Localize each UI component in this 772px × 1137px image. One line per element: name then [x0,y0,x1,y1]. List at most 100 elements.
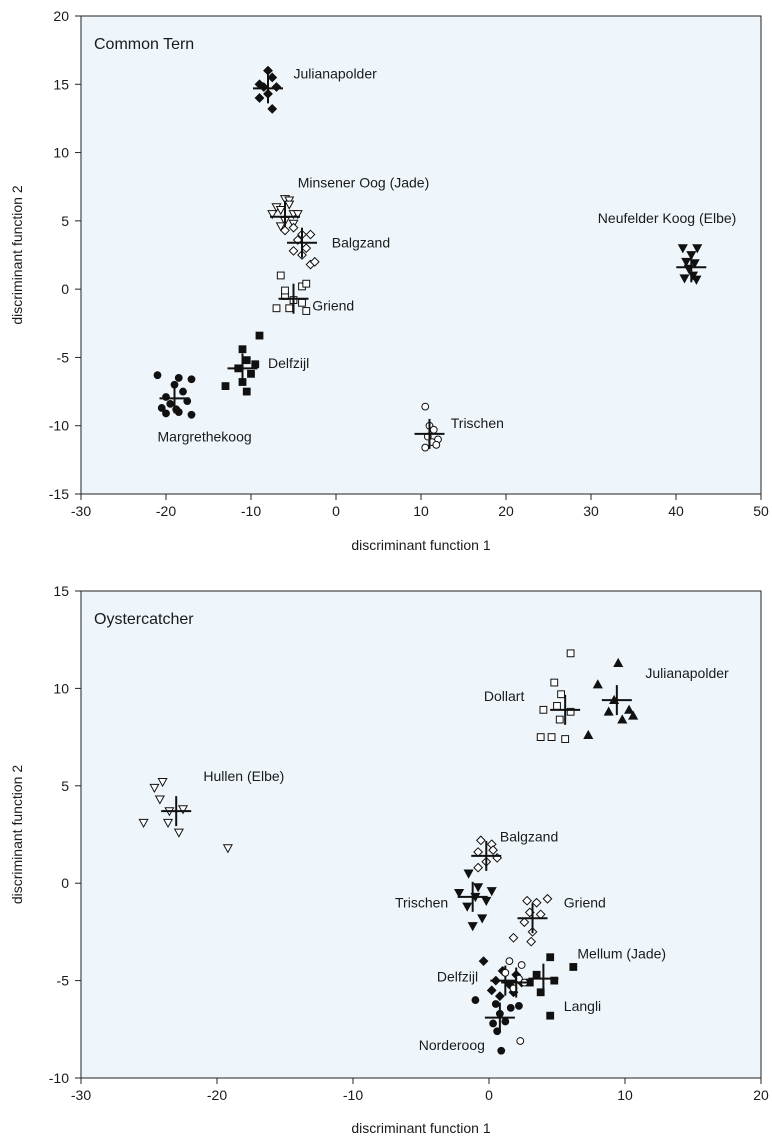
series-langli: Langli [501,957,601,1045]
data-point [473,862,484,873]
data-point [536,733,545,742]
cluster-label: Trischen [395,895,448,911]
data-point [501,1017,510,1026]
series-hullen-elbe-: Hullen (Elbe) [138,768,284,854]
data-point [516,1037,525,1045]
y-tick-label: 5 [61,213,69,229]
data-point [288,245,299,256]
cluster-label: Hullen (Elbe) [203,768,284,784]
series-delfzijl: Delfzijl [221,331,309,396]
data-point [583,729,594,740]
x-tick-label: 0 [332,503,340,519]
data-point [526,936,537,947]
x-tick-label: 50 [753,503,769,519]
series-griend: Griend [508,893,606,947]
data-point [613,657,624,667]
data-point [628,710,639,720]
data-point [478,956,489,967]
data-point [689,259,700,269]
data-point [284,200,295,210]
common-tern-panel: -30 -20 -10 0 10 20 30 40 50 -15 -10 -5 0 5 10 15 20 disc… [9,8,769,553]
data-point [173,828,184,838]
cluster-label: Delfzijl [437,969,478,985]
y-tick-label: 10 [53,145,69,161]
data-point [272,304,281,313]
data-point [542,893,553,904]
data-point [162,409,170,418]
x-axis-label: discriminant function 1 [351,1120,491,1136]
data-point [692,244,703,254]
data-point [157,778,168,788]
data-point [515,1002,523,1010]
series-trischen: Trischen [395,869,497,932]
cluster-label: Dollart [484,688,525,704]
data-point [177,805,189,815]
data-point [292,235,303,245]
y-tick-label: -10 [49,1070,69,1086]
series-minsener-oog-jade-: Minsener Oog (Jade) [267,175,430,232]
data-point [162,818,174,829]
x-tick-label: -20 [156,503,176,519]
data-point [486,985,497,996]
data-point [477,914,488,924]
data-point [149,783,160,793]
data-point [546,953,555,962]
data-point [550,678,559,687]
x-tick-label: -10 [343,1087,363,1103]
x-tick-label: -20 [207,1087,227,1103]
cluster-label: Margrethekoog [158,429,252,445]
x-tick-label: -30 [71,503,91,519]
cluster-label: Balgzand [500,828,558,844]
y-tick-label: 0 [61,875,69,891]
data-point [301,243,312,254]
data-point [603,706,614,716]
data-point [221,382,230,391]
data-point [555,715,564,724]
data-point [557,690,565,699]
x-tick-label: 20 [498,503,514,519]
cluster-label: Julianapolder [645,665,729,681]
y-tick-label: -5 [57,973,70,989]
panel-title: Common Tern [94,36,194,53]
data-point [154,795,165,805]
data-point [305,229,316,240]
data-point [157,404,166,412]
data-point [592,679,603,689]
cluster-label: Mellum (Jade) [577,945,666,961]
cluster-label: Julianapolder [294,65,378,81]
cluster-label: Griend [564,895,606,911]
data-point [281,286,289,295]
series-norderoog: Norderoog [419,996,523,1055]
y-tick-label: -5 [57,349,70,365]
data-point [421,443,430,452]
data-point [547,733,556,742]
data-point [247,369,255,378]
cluster-label: Norderoog [419,1037,485,1053]
data-point [467,922,478,932]
data-point [519,917,530,928]
data-point [242,387,251,396]
y-tick-label: 15 [53,583,69,599]
data-point [153,371,162,380]
data-point [454,889,465,899]
data-point [505,957,514,966]
data-point [539,705,548,714]
panel-title: Oystercatcher [94,611,194,628]
x-tick-label: 30 [583,503,599,519]
data-point [508,932,519,943]
cluster-label: Minsener Oog (Jade) [298,175,430,191]
data-point [288,222,299,233]
cluster-label: Balgzand [332,235,390,251]
data-point [251,360,260,369]
data-point [298,298,306,307]
data-point [566,649,575,658]
series-mellum-jade-: Mellum (Jade) [525,945,666,1020]
data-point [275,222,286,232]
series-julianapolder: Julianapolder [253,65,378,114]
data-point [473,883,484,893]
data-point [138,818,149,829]
data-point [179,387,187,396]
data-point [302,279,311,288]
data-point [532,970,541,979]
